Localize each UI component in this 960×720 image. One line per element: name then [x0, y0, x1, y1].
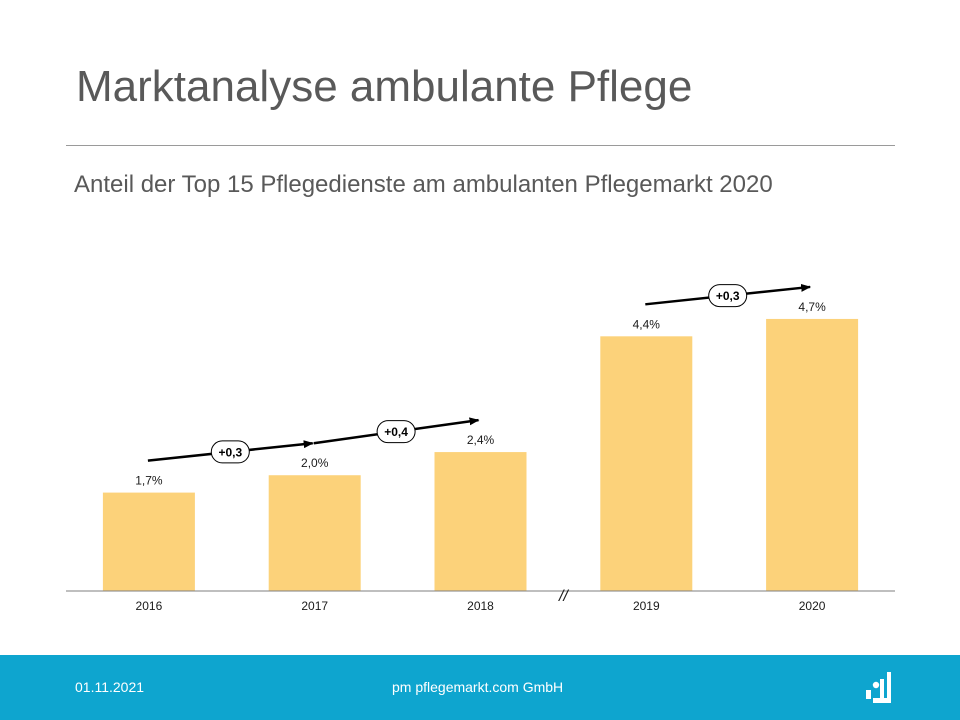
bar-2016 [102, 492, 195, 591]
data-label-2018: 2,4% [467, 433, 495, 447]
footer-company: pm pflegemarkt.com GmbH [392, 679, 564, 695]
growth-label-box [708, 284, 748, 308]
pflegemarkt-logo-icon [866, 672, 891, 703]
x-tick-2019: 2019 [633, 599, 660, 613]
bar-chart: 1,7% 2016 2,0% 2017 2,4% 2018 4,4% 2019 4,7% 2020… [66, 283, 895, 613]
data-label-2020: 4,7% [798, 300, 826, 314]
bar-2020 [766, 318, 859, 591]
slide-title: Marktanalyse ambulante Pflege [76, 62, 693, 111]
data-label-2016: 1,7% [135, 474, 163, 488]
bar-2017 [268, 475, 361, 591]
title-divider [66, 145, 895, 146]
data-label-2017: 2,0% [301, 456, 329, 470]
x-tick-2017: 2017 [301, 599, 328, 613]
growth-label-box [210, 440, 250, 464]
footer-bar: 01.11.2021 pm pflegemarkt.com GmbH [0, 655, 960, 720]
growth-label-box [376, 420, 416, 444]
slide-subtitle: Anteil der Top 15 Pflegedienste am ambul… [74, 171, 773, 198]
bar-2018 [434, 452, 527, 591]
x-tick-2016: 2016 [136, 599, 163, 613]
bar-2019 [600, 336, 693, 591]
growth-label: +0,3 [218, 445, 242, 459]
data-label-2019: 4,4% [633, 317, 661, 331]
growth-label: +0,3 [716, 289, 740, 303]
footer-date: 01.11.2021 [75, 679, 145, 695]
growth-label: +0,4 [384, 425, 408, 439]
x-tick-2018: 2018 [467, 599, 494, 613]
x-tick-2020: 2020 [799, 599, 826, 613]
axis-break-mark: // [558, 588, 569, 605]
